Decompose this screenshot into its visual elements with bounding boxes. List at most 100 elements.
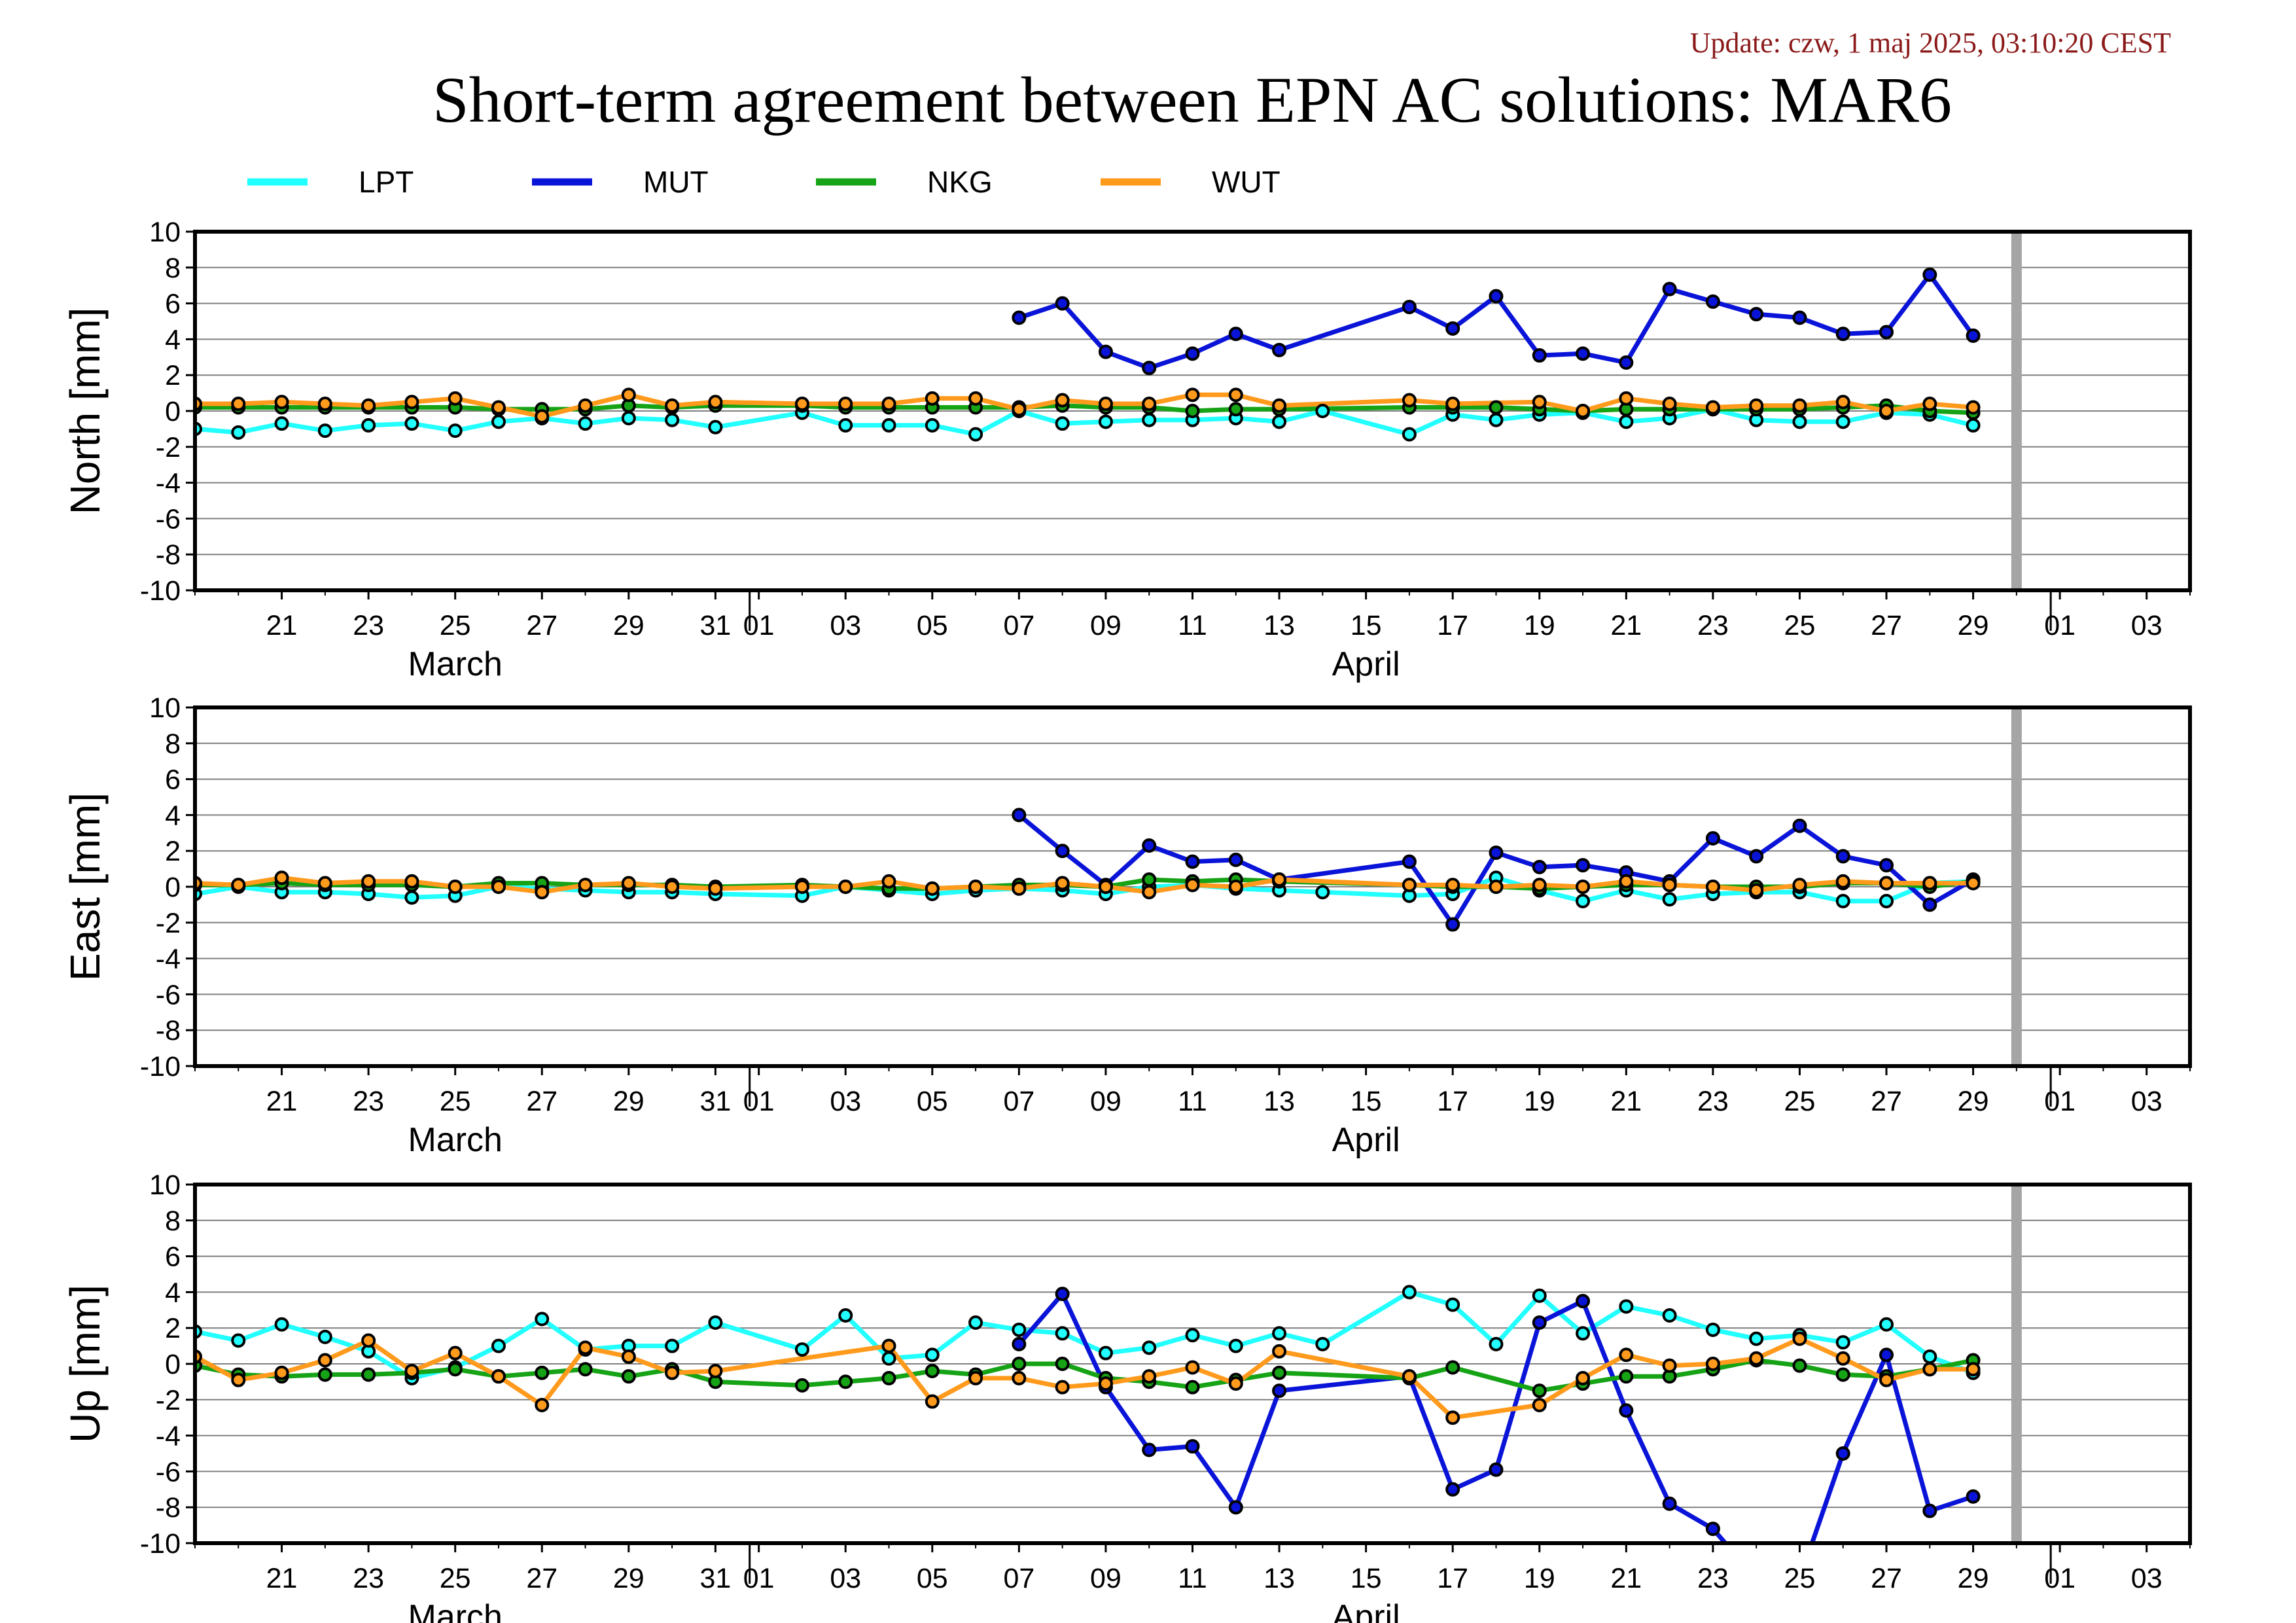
data-point-nkg bbox=[1792, 1358, 1807, 1373]
data-point-nkg bbox=[1142, 872, 1157, 887]
x-tick-label: 13 bbox=[1263, 610, 1295, 641]
legend-label: WUT bbox=[1212, 165, 1280, 199]
data-point-lpt bbox=[1098, 1346, 1113, 1361]
data-point-mut bbox=[1142, 838, 1157, 853]
data-point-wut bbox=[231, 1372, 246, 1387]
data-point-lpt bbox=[1402, 427, 1417, 442]
data-point-lpt bbox=[708, 419, 723, 435]
x-tick-label: 19 bbox=[1524, 610, 1555, 641]
data-point-wut bbox=[1532, 878, 1547, 893]
data-point-wut bbox=[1879, 876, 1894, 891]
data-point-lpt bbox=[881, 1351, 896, 1366]
x-tick-label: 01 bbox=[2044, 1086, 2075, 1117]
data-point-nkg bbox=[1532, 1383, 1547, 1399]
data-point-mut bbox=[1749, 849, 1764, 864]
x-tick-label: 13 bbox=[1263, 1086, 1295, 1117]
data-point-lpt bbox=[1402, 1285, 1417, 1300]
data-point-nkg bbox=[1228, 402, 1243, 417]
y-tick-label: -2 bbox=[156, 908, 181, 939]
legend-label: LPT bbox=[359, 165, 414, 199]
data-point-wut bbox=[1835, 1351, 1850, 1366]
x-tick-label: 03 bbox=[830, 610, 861, 641]
data-point-lpt bbox=[1315, 404, 1330, 418]
data-point-lpt bbox=[621, 410, 636, 425]
y-tick-label: 6 bbox=[165, 764, 181, 796]
x-tick-label: 23 bbox=[1697, 1563, 1729, 1594]
data-point-mut bbox=[1142, 361, 1157, 376]
data-point-wut bbox=[448, 391, 463, 406]
chart-title: Short-term agreement between EPN AC solu… bbox=[433, 63, 1952, 136]
data-point-wut bbox=[1142, 397, 1157, 412]
data-point-lpt bbox=[231, 1333, 246, 1348]
data-point-wut bbox=[1705, 880, 1720, 894]
data-point-wut bbox=[1402, 878, 1417, 893]
x-tick-label: 05 bbox=[917, 1563, 948, 1594]
data-point-mut bbox=[1750, 1573, 1762, 1585]
y-tick-label: 10 bbox=[149, 1169, 181, 1201]
x-tick-label: 21 bbox=[1610, 610, 1642, 641]
data-point-nkg bbox=[838, 1374, 853, 1389]
data-point-mut bbox=[1792, 818, 1807, 833]
x-tick-label: 15 bbox=[1351, 1086, 1382, 1117]
data-point-mut bbox=[1055, 844, 1070, 859]
data-point-mut bbox=[1532, 1315, 1547, 1330]
series-line-lpt bbox=[195, 875, 1976, 904]
data-point-wut bbox=[578, 398, 593, 413]
y-tick-label: -6 bbox=[156, 1456, 181, 1488]
data-point-nkg bbox=[1012, 1357, 1027, 1371]
data-point-mut bbox=[1879, 325, 1894, 340]
x-tick-label: 03 bbox=[830, 1563, 861, 1594]
series-line-mut bbox=[1016, 1291, 1976, 1543]
y-tick-label: 2 bbox=[165, 1313, 181, 1344]
data-point-mut bbox=[1185, 854, 1200, 869]
data-point-lpt bbox=[535, 1311, 550, 1327]
x-tick-label: 03 bbox=[2131, 1086, 2163, 1117]
data-point-wut bbox=[1272, 872, 1287, 887]
data-point-wut bbox=[1966, 400, 1981, 415]
data-point-wut bbox=[968, 391, 983, 406]
y-tick-label: -8 bbox=[156, 1015, 181, 1046]
x-tick-label: 11 bbox=[1178, 1563, 1207, 1594]
x-tick-label: 29 bbox=[1958, 1563, 1989, 1594]
y-tick-label: 4 bbox=[165, 800, 181, 831]
data-point-wut bbox=[231, 397, 246, 412]
data-point-mut bbox=[1835, 849, 1850, 864]
x-tick-label: 03 bbox=[2131, 610, 2163, 641]
series-line-wut bbox=[195, 1336, 1976, 1420]
data-point-wut bbox=[1445, 878, 1460, 893]
data-point-wut bbox=[794, 397, 809, 412]
data-point-lpt bbox=[838, 418, 853, 433]
data-point-wut bbox=[1966, 876, 1981, 891]
y-tick-label: 2 bbox=[165, 360, 181, 391]
data-point-mut bbox=[1835, 327, 1850, 342]
y-tick-label: 0 bbox=[165, 872, 181, 903]
data-point-mut bbox=[1922, 267, 1937, 282]
data-point-lpt bbox=[1012, 1322, 1027, 1337]
x-tick-label: 17 bbox=[1437, 1086, 1468, 1117]
series-line-mut bbox=[1016, 272, 1976, 370]
legend-item-nkg: NKG bbox=[816, 165, 993, 199]
data-point-wut bbox=[1576, 880, 1591, 894]
data-point-mut bbox=[1489, 289, 1504, 304]
x-tick-label: 17 bbox=[1437, 610, 1468, 641]
y-tick-label: -2 bbox=[156, 432, 181, 463]
data-point-wut bbox=[1272, 1344, 1287, 1359]
data-point-lpt bbox=[1489, 1336, 1504, 1351]
data-point-mut bbox=[1662, 1496, 1677, 1511]
data-point-wut bbox=[1835, 874, 1850, 889]
data-point-lpt bbox=[491, 414, 506, 429]
data-point-lpt bbox=[1619, 414, 1634, 429]
data-point-wut bbox=[881, 1338, 896, 1353]
y-tick-label: 0 bbox=[165, 1349, 181, 1380]
data-point-wut bbox=[838, 397, 853, 412]
x-tick-label: 03 bbox=[830, 1086, 861, 1117]
x-tick-label: 29 bbox=[613, 610, 645, 641]
series-line-nkg bbox=[195, 1358, 1976, 1393]
data-point-lpt bbox=[1966, 418, 1981, 433]
current-date-marker bbox=[2011, 232, 2022, 590]
data-point-wut bbox=[1619, 1347, 1634, 1363]
data-point-wut bbox=[1272, 398, 1287, 413]
data-point-mut bbox=[1922, 897, 1937, 912]
x-tick-label: 29 bbox=[1958, 1086, 1989, 1117]
x-tick-label: 01 bbox=[2044, 1563, 2075, 1594]
